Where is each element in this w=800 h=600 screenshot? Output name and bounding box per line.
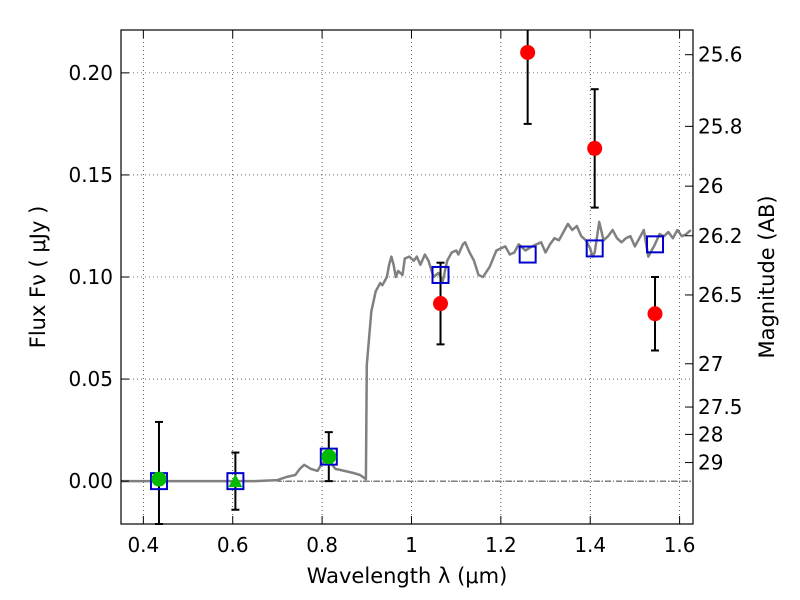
data-point-circle — [647, 306, 663, 322]
magnitude-tick-label: 27.5 — [698, 395, 743, 419]
x-tick-label: 1.4 — [574, 533, 606, 557]
data-markers — [149, 44, 665, 491]
magnitude-tick-label: 25.8 — [698, 114, 743, 138]
data-point-square — [585, 239, 604, 258]
x-tick-label: 1.2 — [485, 533, 517, 557]
x-tick-label: 0.6 — [217, 533, 249, 557]
x-tick-label: 0.8 — [306, 533, 338, 557]
magnitude-tick-label: 26.2 — [698, 224, 743, 248]
y-tick-label: 0.15 — [68, 163, 113, 187]
data-point-circle — [587, 140, 603, 156]
data-point-square — [226, 472, 245, 491]
data-point-triangle — [228, 474, 243, 488]
magnitude-tick-label: 29 — [698, 451, 723, 475]
x-tick-label: 0.4 — [127, 533, 159, 557]
magnitude-tick-label: 25.6 — [698, 43, 743, 67]
magnitude-tick-label: 27 — [698, 352, 723, 376]
y-tick-label: 0.20 — [68, 61, 113, 85]
y-tick-label: 0.00 — [68, 469, 113, 493]
magnitude-tick-label: 26.5 — [698, 283, 743, 307]
data-point-circle — [520, 44, 536, 60]
y-axis-label-right: Magnitude (AB) — [755, 195, 779, 358]
x-axis-label: Wavelength λ (μm) — [307, 564, 508, 588]
axis-ticks — [121, 30, 693, 524]
y-tick-label: 0.10 — [68, 265, 113, 289]
data-point-square — [431, 265, 450, 284]
data-point-square — [319, 447, 338, 466]
magnitude-tick-label: 28 — [698, 422, 723, 446]
data-point-square — [646, 235, 665, 254]
y-axis-label: Flux Fν ( μJy ) — [26, 206, 50, 349]
model-spectrum-line — [121, 220, 692, 483]
x-tick-label: 1 — [405, 533, 418, 557]
model-spectrum — [121, 220, 692, 483]
magnitude-tick-label: 26 — [698, 174, 723, 198]
data-point-square — [518, 245, 537, 264]
data-point-circle — [151, 471, 167, 487]
x-tick-label: 1.6 — [664, 533, 696, 557]
data-point-circle — [433, 296, 449, 312]
tick-labels: 0.4 0.6 0.8 1 1.2 1.4 1.6 0.00 0.05 0.10 0.15 0.20 2… — [68, 43, 742, 557]
y-tick-label: 0.05 — [68, 367, 113, 391]
data-point-circle — [321, 449, 337, 465]
